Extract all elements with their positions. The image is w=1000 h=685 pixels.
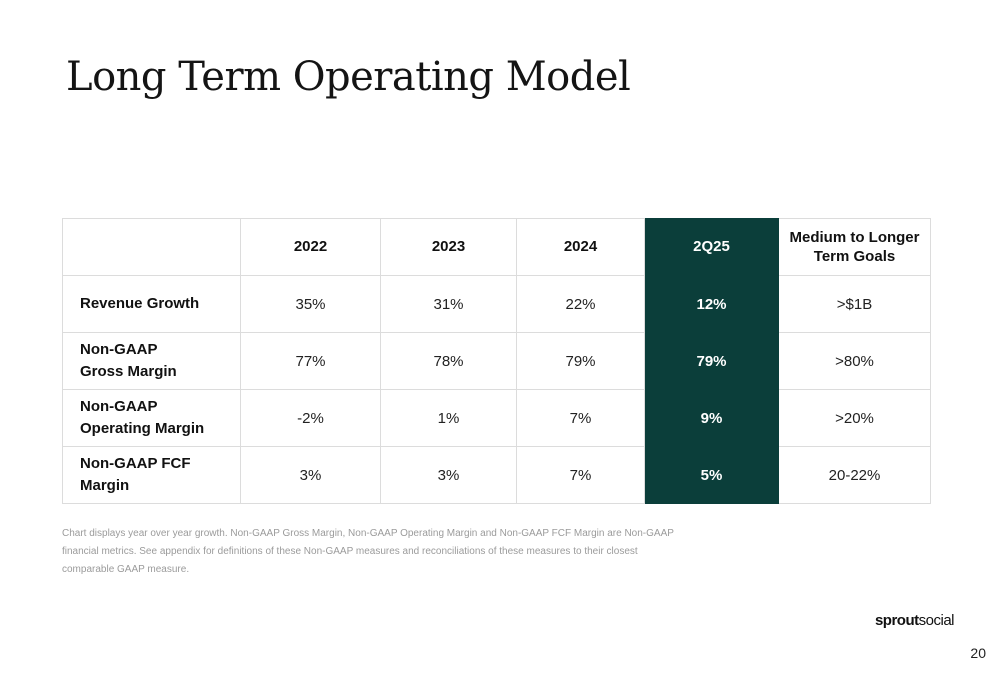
footnote: Chart displays year over year growth. No…	[62, 528, 674, 575]
table-cell-highlighted: 79%	[644, 332, 779, 390]
row-label-line: Operating Margin	[80, 420, 205, 437]
operating-model-table: 2022 2023 2024 2Q25 Medium to Longer Ter…	[62, 218, 931, 504]
table-cell-highlighted: 5%	[644, 446, 779, 504]
table-cell: 20-22%	[778, 446, 931, 504]
row-label-gross-margin: Non-GAAP Gross Margin	[62, 332, 241, 390]
table-cell-highlighted: 12%	[644, 275, 779, 333]
table-cell: 7%	[516, 446, 645, 504]
table-cell: >20%	[778, 389, 931, 447]
table-cell: 79%	[516, 332, 645, 390]
table-cell: 22%	[516, 275, 645, 333]
column-header-2q25: 2Q25	[644, 218, 779, 276]
table-cell: 31%	[380, 275, 517, 333]
column-header-2023: 2023	[380, 218, 517, 276]
table-cell: 78%	[380, 332, 517, 390]
table-cell-highlighted: 9%	[644, 389, 779, 447]
row-label-line: Gross Margin	[80, 363, 177, 380]
table-row: Non-GAAP FCF Margin 3% 3% 7% 5% 20-22%	[62, 446, 931, 504]
sprout-social-logo: sproutsocial	[874, 612, 955, 629]
row-label-line: Non-GAAP	[80, 341, 158, 359]
table-cell: 35%	[240, 275, 381, 333]
table-cell: 3%	[380, 446, 517, 504]
table-cell: 77%	[240, 332, 381, 390]
row-label-line: Margin	[80, 477, 130, 494]
logo-text-social: social	[918, 612, 955, 629]
row-label-fcf-margin: Non-GAAP FCF Margin	[62, 446, 241, 504]
table-cell: >$1B	[778, 275, 931, 333]
logo-text-sprout: sprout	[874, 612, 919, 629]
row-label-line: Non-GAAP FCF	[80, 455, 191, 473]
column-header-2022: 2022	[240, 218, 381, 276]
row-label-operating-margin: Non-GAAP Operating Margin	[62, 389, 241, 447]
page-number: 20	[970, 645, 986, 661]
column-header-goals: Medium to Longer Term Goals	[778, 218, 931, 276]
table-header-row: 2022 2023 2024 2Q25 Medium to Longer Ter…	[62, 218, 931, 276]
table-cell: 1%	[380, 389, 517, 447]
table-row: Non-GAAP Operating Margin -2% 1% 7% 9% >…	[62, 389, 931, 447]
table-row: Non-GAAP Gross Margin 77% 78% 79% 79% >8…	[62, 332, 931, 390]
table-cell: >80%	[778, 332, 931, 390]
table-row: Revenue Growth 35% 31% 22% 12% >$1B	[62, 275, 931, 333]
page-title: Long Term Operating Model	[66, 54, 631, 100]
table-cell: 3%	[240, 446, 381, 504]
table-cell: -2%	[240, 389, 381, 447]
row-label-line: Revenue Growth	[80, 295, 200, 313]
table-cell: 7%	[516, 389, 645, 447]
row-label-line: Non-GAAP	[80, 398, 158, 416]
row-label-revenue-growth: Revenue Growth	[62, 275, 241, 333]
column-header-blank	[62, 218, 241, 276]
column-header-2024: 2024	[516, 218, 645, 276]
